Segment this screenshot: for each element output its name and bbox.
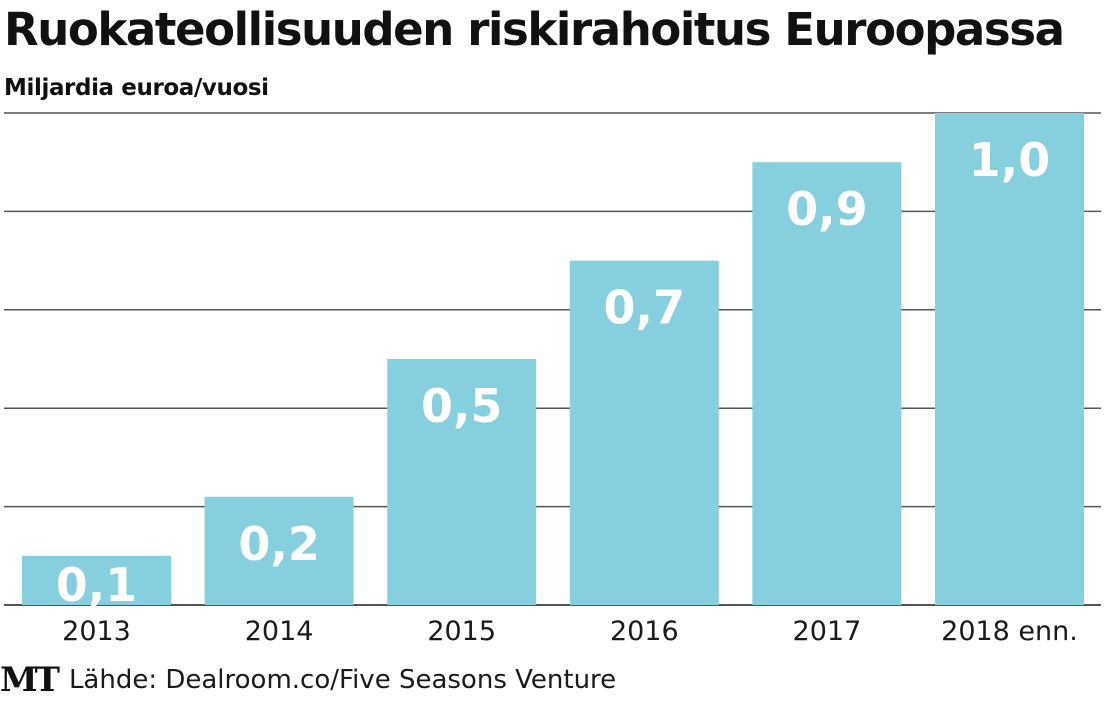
- bar-3: [569, 260, 719, 605]
- x-tick-label-5: 2018 enn.: [941, 616, 1078, 647]
- x-tick-label-1: 2014: [245, 616, 314, 647]
- mt-logo: MT: [0, 660, 60, 700]
- bar-0: [22, 555, 171, 605]
- bar-5: [935, 113, 1084, 605]
- data-label-1: 0,2: [238, 517, 320, 571]
- data-labels: 0,1 0,2 0,5 0,7 0,9 1,0: [56, 133, 1051, 612]
- data-label-0: 0,1: [56, 558, 138, 612]
- bar-2: [387, 359, 537, 605]
- x-axis-tick-labels: 2013 2014 2015 2016 2017 2018 enn.: [62, 616, 1078, 647]
- x-tick-label-2: 2015: [427, 616, 496, 647]
- data-label-4: 0,9: [786, 182, 868, 236]
- bars: [22, 113, 1084, 605]
- chart-title: Ruokateollisuuden riskirahoitus Euroopas…: [4, 3, 1065, 56]
- data-label-3: 0,7: [604, 281, 686, 335]
- chart-subtitle: Miljardia euroa/vuosi: [4, 75, 269, 101]
- gridlines: [4, 112, 1101, 606]
- x-tick-label-4: 2017: [793, 616, 862, 647]
- source-footer: MT Lähde: Dealroom.co/Five Seasons Ventu…: [0, 660, 616, 700]
- bar-4: [752, 162, 902, 605]
- bar-chart: 0,10,20,50,70,91,0 2013 2014 2015 2016 2017 2…: [4, 112, 1101, 647]
- source-text: Lähde: Dealroom.co/Five Seasons Venture: [68, 665, 617, 695]
- bar-1: [204, 496, 354, 605]
- x-tick-label-3: 2016: [610, 616, 679, 647]
- x-tick-label-0: 2013: [62, 616, 131, 647]
- data-label-2: 0,5: [421, 379, 503, 433]
- data-label-5: 1,0: [969, 133, 1051, 187]
